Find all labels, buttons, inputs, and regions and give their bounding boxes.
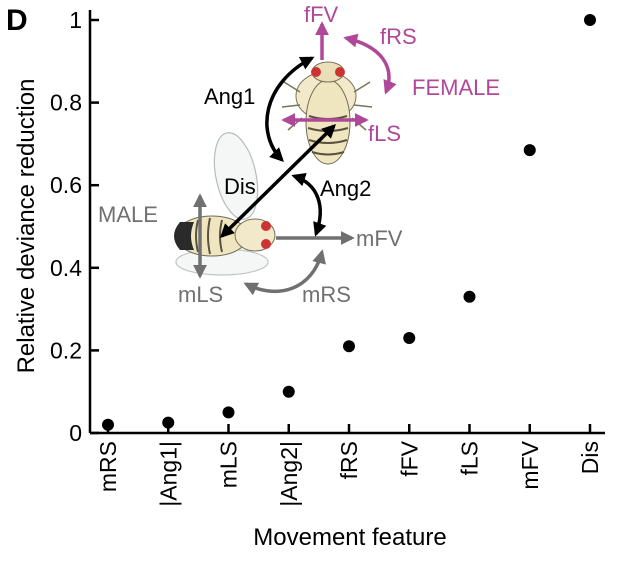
y-tick-label: 0.8 (50, 90, 82, 116)
ffv-label: fFV (304, 2, 339, 27)
frs-label: fRS (380, 24, 417, 49)
panel-letter: D (6, 4, 28, 37)
mls-label: mLS (178, 282, 223, 307)
ang2-label: Ang2 (320, 176, 371, 201)
male-label: MALE (98, 202, 158, 227)
y-axis-title: Relative deviance reduction (13, 79, 40, 374)
fly-inset: fFV fRS FEMALE fLS Ang1 Dis Ang2 MALE mF… (98, 2, 500, 307)
female-fly-icon (281, 61, 373, 165)
y-tick-label: 0 (69, 420, 82, 446)
data-points (102, 14, 596, 431)
data-point (523, 144, 536, 157)
x-tick-label: fRS (336, 441, 362, 479)
fls-label: fLS (368, 121, 401, 146)
mrs-label: mRS (302, 282, 351, 307)
x-tick-label: fFV (396, 440, 422, 476)
data-point (343, 340, 355, 353)
y-tick-label: 0.6 (50, 172, 82, 198)
mfv-label: mFV (356, 226, 403, 251)
male-fly-icon (174, 132, 276, 276)
data-point (222, 406, 235, 419)
x-tick-label: mRS (95, 441, 121, 492)
x-tick-label: Dis (577, 441, 603, 474)
data-point (403, 332, 416, 345)
x-tick-label: |Ang2| (276, 441, 302, 507)
x-tick-label: |Ang1| (155, 441, 181, 507)
x-tick-label: mFV (517, 440, 543, 489)
x-ticks: mRS |Ang1| mLS |Ang2| fRS fFV fLS mFV Dis (95, 424, 603, 507)
data-point (584, 14, 596, 26)
y-tick-label: 1 (69, 7, 82, 33)
data-point (162, 416, 175, 429)
y-tick-label: 0.4 (50, 255, 82, 281)
ang1-label: Ang1 (204, 84, 255, 109)
dis-label: Dis (224, 174, 256, 199)
data-point (102, 418, 114, 431)
x-tick-label: fLS (457, 441, 483, 476)
x-axis-title: Movement feature (253, 524, 446, 551)
female-label: FEMALE (412, 75, 500, 100)
x-tick-label: mLS (216, 441, 242, 488)
y-tick-label: 0.2 (50, 337, 82, 363)
data-point (282, 385, 295, 398)
data-point (463, 290, 476, 303)
y-ticks: 0 0.2 0.4 0.6 0.8 1 (50, 7, 99, 446)
